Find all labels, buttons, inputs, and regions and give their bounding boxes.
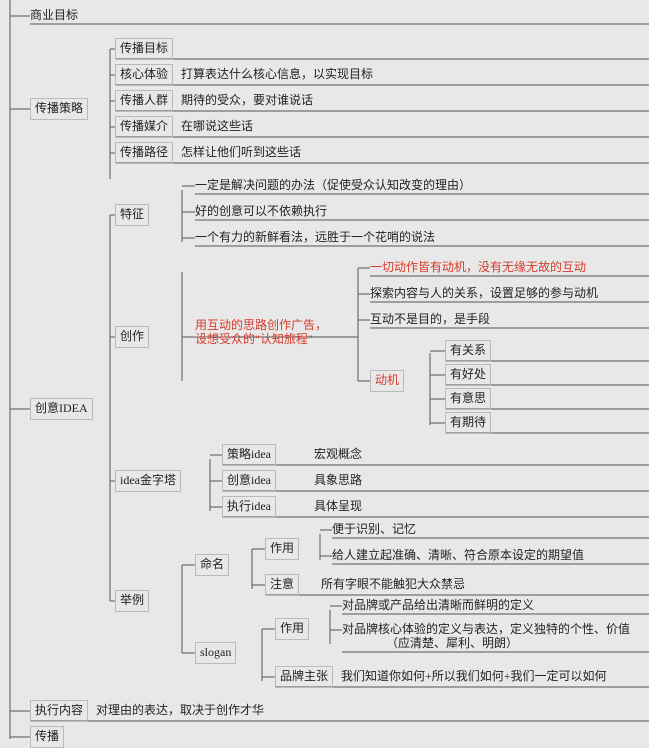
- node-sl2-line2: （应清楚、犀利、明朗）: [386, 636, 518, 650]
- node-create1: 一切动作皆有动机，没有无缘无故的互动: [370, 260, 586, 274]
- desc-comm2: 打算表达什么核心信息，以实现目标: [181, 67, 373, 81]
- desc-comm4: 在哪说这些话: [181, 119, 253, 133]
- node-create2: 探索内容与人的关系，设置足够的参与动机: [370, 286, 598, 300]
- node-biz: 商业目标: [30, 8, 78, 22]
- node-nm_note: 注意: [265, 574, 299, 596]
- node-sl_role: 作用: [275, 618, 309, 640]
- desc-nm_note: 所有字眼不能触犯大众禁忌: [321, 577, 465, 591]
- desc-comm5: 怎样让他们听到这些话: [181, 145, 301, 159]
- desc-py3: 具体呈现: [314, 499, 362, 513]
- desc-sl_brand: 我们知道你如何+所以我们如何+我们一定可以如何: [341, 669, 607, 683]
- node-example: 举例: [115, 590, 149, 612]
- node-nm2: 给人建立起准确、清晰、符合原本设定的期望值: [332, 548, 584, 562]
- node-py1: 策略idea: [222, 444, 276, 466]
- node-comm2: 核心体验: [115, 64, 173, 86]
- node-naming: 命名: [195, 554, 229, 576]
- node-nm1: 便于识别、记忆: [332, 522, 416, 536]
- node-create3: 互动不是目的，是手段: [370, 312, 490, 326]
- node-feat: 特征: [115, 204, 149, 226]
- node-sl1: 对品牌或产品给出清晰而鲜明的定义: [342, 598, 534, 612]
- node-motive: 动机: [370, 370, 404, 392]
- node-comm1: 传播目标: [115, 38, 173, 60]
- node-feat2: 好的创意可以不依赖执行: [195, 204, 327, 218]
- node-pyramid: idea金字塔: [115, 470, 181, 492]
- desc-comm3: 期待的受众，要对谁说话: [181, 93, 313, 107]
- node-slogan: slogan: [195, 642, 236, 664]
- node-m2: 有好处: [445, 364, 491, 386]
- node-comm3: 传播人群: [115, 90, 173, 112]
- node-comm5: 传播路径: [115, 142, 173, 164]
- desc-py1: 宏观概念: [314, 447, 362, 461]
- node-m4: 有期待: [445, 412, 491, 434]
- desc-py2: 具象思路: [314, 473, 362, 487]
- node-idea: 创意IDEA: [30, 398, 93, 420]
- node-feat3: 一个有力的新鲜看法，远胜于一个花哨的说法: [195, 230, 435, 244]
- node-spread: 传播: [30, 726, 64, 748]
- node-sl_brand: 品牌主张: [275, 666, 333, 688]
- node-py2: 创意idea: [222, 470, 276, 492]
- node-m1: 有关系: [445, 340, 491, 362]
- desc-exec: 对理由的表达，取决于创作才华: [96, 703, 264, 717]
- node-exec: 执行内容: [30, 700, 88, 722]
- node-py3: 执行idea: [222, 496, 276, 518]
- node-create: 创作: [115, 326, 149, 348]
- note-create: 用互动的思路创作广告，设想受众的"认知旅程": [195, 318, 327, 346]
- node-comm4: 传播媒介: [115, 116, 173, 138]
- node-m3: 有意思: [445, 388, 491, 410]
- node-nm_role: 作用: [265, 538, 299, 560]
- node-feat1: 一定是解决问题的办法（促使受众认知改变的理由）: [195, 178, 471, 192]
- node-comm: 传播策略: [30, 98, 88, 120]
- node-sl2: 对品牌核心体验的定义与表达，定义独特的个性、价值: [342, 622, 630, 636]
